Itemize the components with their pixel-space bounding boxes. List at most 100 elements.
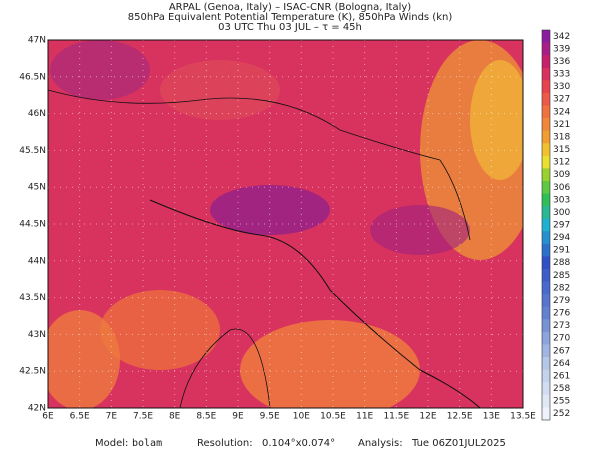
colorbar-label: 315 (553, 145, 570, 155)
colorbar-swatch (542, 80, 550, 94)
footer-label: Analysis: (358, 438, 403, 449)
lon-tick-label: 9.5E (260, 412, 280, 422)
colorbar-swatch (542, 143, 550, 157)
colorbar-label: 252 (553, 409, 570, 419)
colorbar-label: 276 (553, 309, 570, 319)
header-line: 850hPa Equivalent Potential Temperature … (128, 12, 453, 23)
colorbar-label: 297 (553, 221, 570, 231)
lat-tick-label: 43N (28, 330, 46, 340)
colorbar-swatch (542, 331, 550, 345)
colorbar-label: 264 (553, 359, 570, 369)
colorbar-swatch (542, 92, 550, 106)
colorbar-swatch (542, 306, 550, 320)
lon-tick-label: 10E (293, 412, 310, 422)
lon-tick-label: 11.5E (383, 412, 409, 422)
map-frame (47, 39, 524, 409)
lat-tick-label: 42N (28, 404, 46, 414)
colorbar-swatch (542, 294, 550, 308)
field (48, 40, 523, 408)
colorbar-swatch (542, 394, 550, 408)
colorbar: 342 339 336 333 330 327 324 321 318 315 312 309 306 3… (541, 29, 570, 421)
colorbar-swatch (542, 130, 550, 144)
colorbar-label: 321 (553, 120, 570, 130)
lat-tick-label: 44N (28, 256, 46, 266)
colorbar-swatch (542, 319, 550, 333)
colorbar-label: 333 (553, 70, 570, 80)
lon-tick-label: 12.5E (447, 412, 473, 422)
colorbar-label: 261 (553, 371, 570, 381)
colorbar-label: 270 (553, 334, 570, 344)
colorbar-label: 255 (553, 397, 570, 407)
colorbar-label: 327 (553, 95, 570, 105)
lat-tick-label: 43.5N (19, 293, 46, 303)
lon-tick-label: 12E (419, 412, 436, 422)
colorbar-swatch (542, 281, 550, 295)
colorbar-label: 273 (553, 321, 570, 331)
colorbar-label: 318 (553, 132, 570, 142)
footer-value: 0.104°x0.074° (262, 438, 335, 449)
header-line: ARPAL (Genoa, Italy) – ISAC-CNR (Bologna… (169, 2, 411, 13)
colorbar-label: 282 (553, 283, 570, 293)
colorbar-label: 336 (553, 57, 570, 67)
colorbar-label: 300 (553, 208, 570, 218)
colorbar-label: 303 (553, 195, 570, 205)
lon-tick-label: 13.5E (510, 412, 536, 422)
colorbar-label: 285 (553, 271, 570, 281)
colorbar-swatch (542, 256, 550, 270)
lat-tick-label: 45.5N (19, 146, 46, 156)
colorbar-label: 342 (553, 32, 570, 42)
colorbar-swatch (542, 42, 550, 56)
colorbar-label: 258 (553, 384, 570, 394)
colorbar-swatch (542, 269, 550, 282)
colorbar-label: 339 (553, 44, 570, 54)
colorbar-swatch (542, 243, 550, 257)
lon-tick-label: 10.5E (320, 412, 346, 422)
colorbar-swatch (542, 105, 550, 119)
lat-tick-label: 44.5N (19, 220, 46, 230)
header-line: 03 UTC Thu 03 JUL – τ = 45h (218, 22, 362, 33)
colorbar-label: 294 (553, 233, 570, 243)
colorbar-swatch (542, 193, 550, 207)
lat-tick-label: 47N (28, 36, 46, 46)
colorbar-label: 291 (553, 246, 570, 256)
footer-label: Resolution: (197, 438, 253, 449)
colorbar-frame (541, 29, 551, 421)
colorbar-swatch (542, 118, 550, 131)
lon-tick-label: 8.5E (196, 412, 216, 422)
footer-value: Tue 06Z01JUL2025 (411, 438, 506, 449)
colorbar-swatch (542, 382, 550, 396)
colorbar-swatch (542, 407, 550, 421)
lon-tick-label: 9E (232, 412, 244, 422)
lon-tick-label: 11E (356, 412, 373, 422)
colorbar-swatch (542, 55, 550, 69)
colorbar-swatch (542, 369, 550, 383)
colorbar-swatch (542, 344, 550, 358)
lat-tick-label: 45N (28, 183, 46, 193)
colorbar-label: 330 (553, 82, 570, 92)
colorbar-swatch (542, 231, 550, 245)
lat-tick-label: 42.5N (19, 367, 46, 377)
lon-tick-label: 7.5E (133, 412, 153, 422)
colorbar-swatch (542, 168, 550, 182)
colorbar-label: 309 (553, 170, 570, 180)
colorbar-label: 306 (553, 183, 570, 193)
lon-tick-label: 6E (42, 412, 54, 422)
colorbar-swatch (542, 357, 550, 370)
colorbar-label: 267 (553, 346, 570, 356)
lat-tick-label: 46N (28, 109, 46, 119)
lat-tick-label: 46.5N (19, 72, 46, 82)
colorbar-label: 279 (553, 296, 570, 306)
footer-label: Model: (95, 438, 128, 449)
lon-tick-label: 13E (483, 412, 500, 422)
lon-tick-label: 6.5E (70, 412, 90, 422)
colorbar-swatch (542, 218, 550, 232)
colorbar-label: 288 (553, 258, 570, 268)
colorbar-swatch (542, 206, 550, 220)
lon-tick-label: 8E (169, 412, 181, 422)
colorbar-swatch (542, 67, 550, 81)
footer: Model: bolam Resolution: 0.104°x0.074° A… (95, 438, 506, 449)
colorbar-label: 324 (553, 107, 570, 117)
colorbar-swatch (542, 180, 550, 194)
lon-tick-label: 7E (106, 412, 118, 422)
